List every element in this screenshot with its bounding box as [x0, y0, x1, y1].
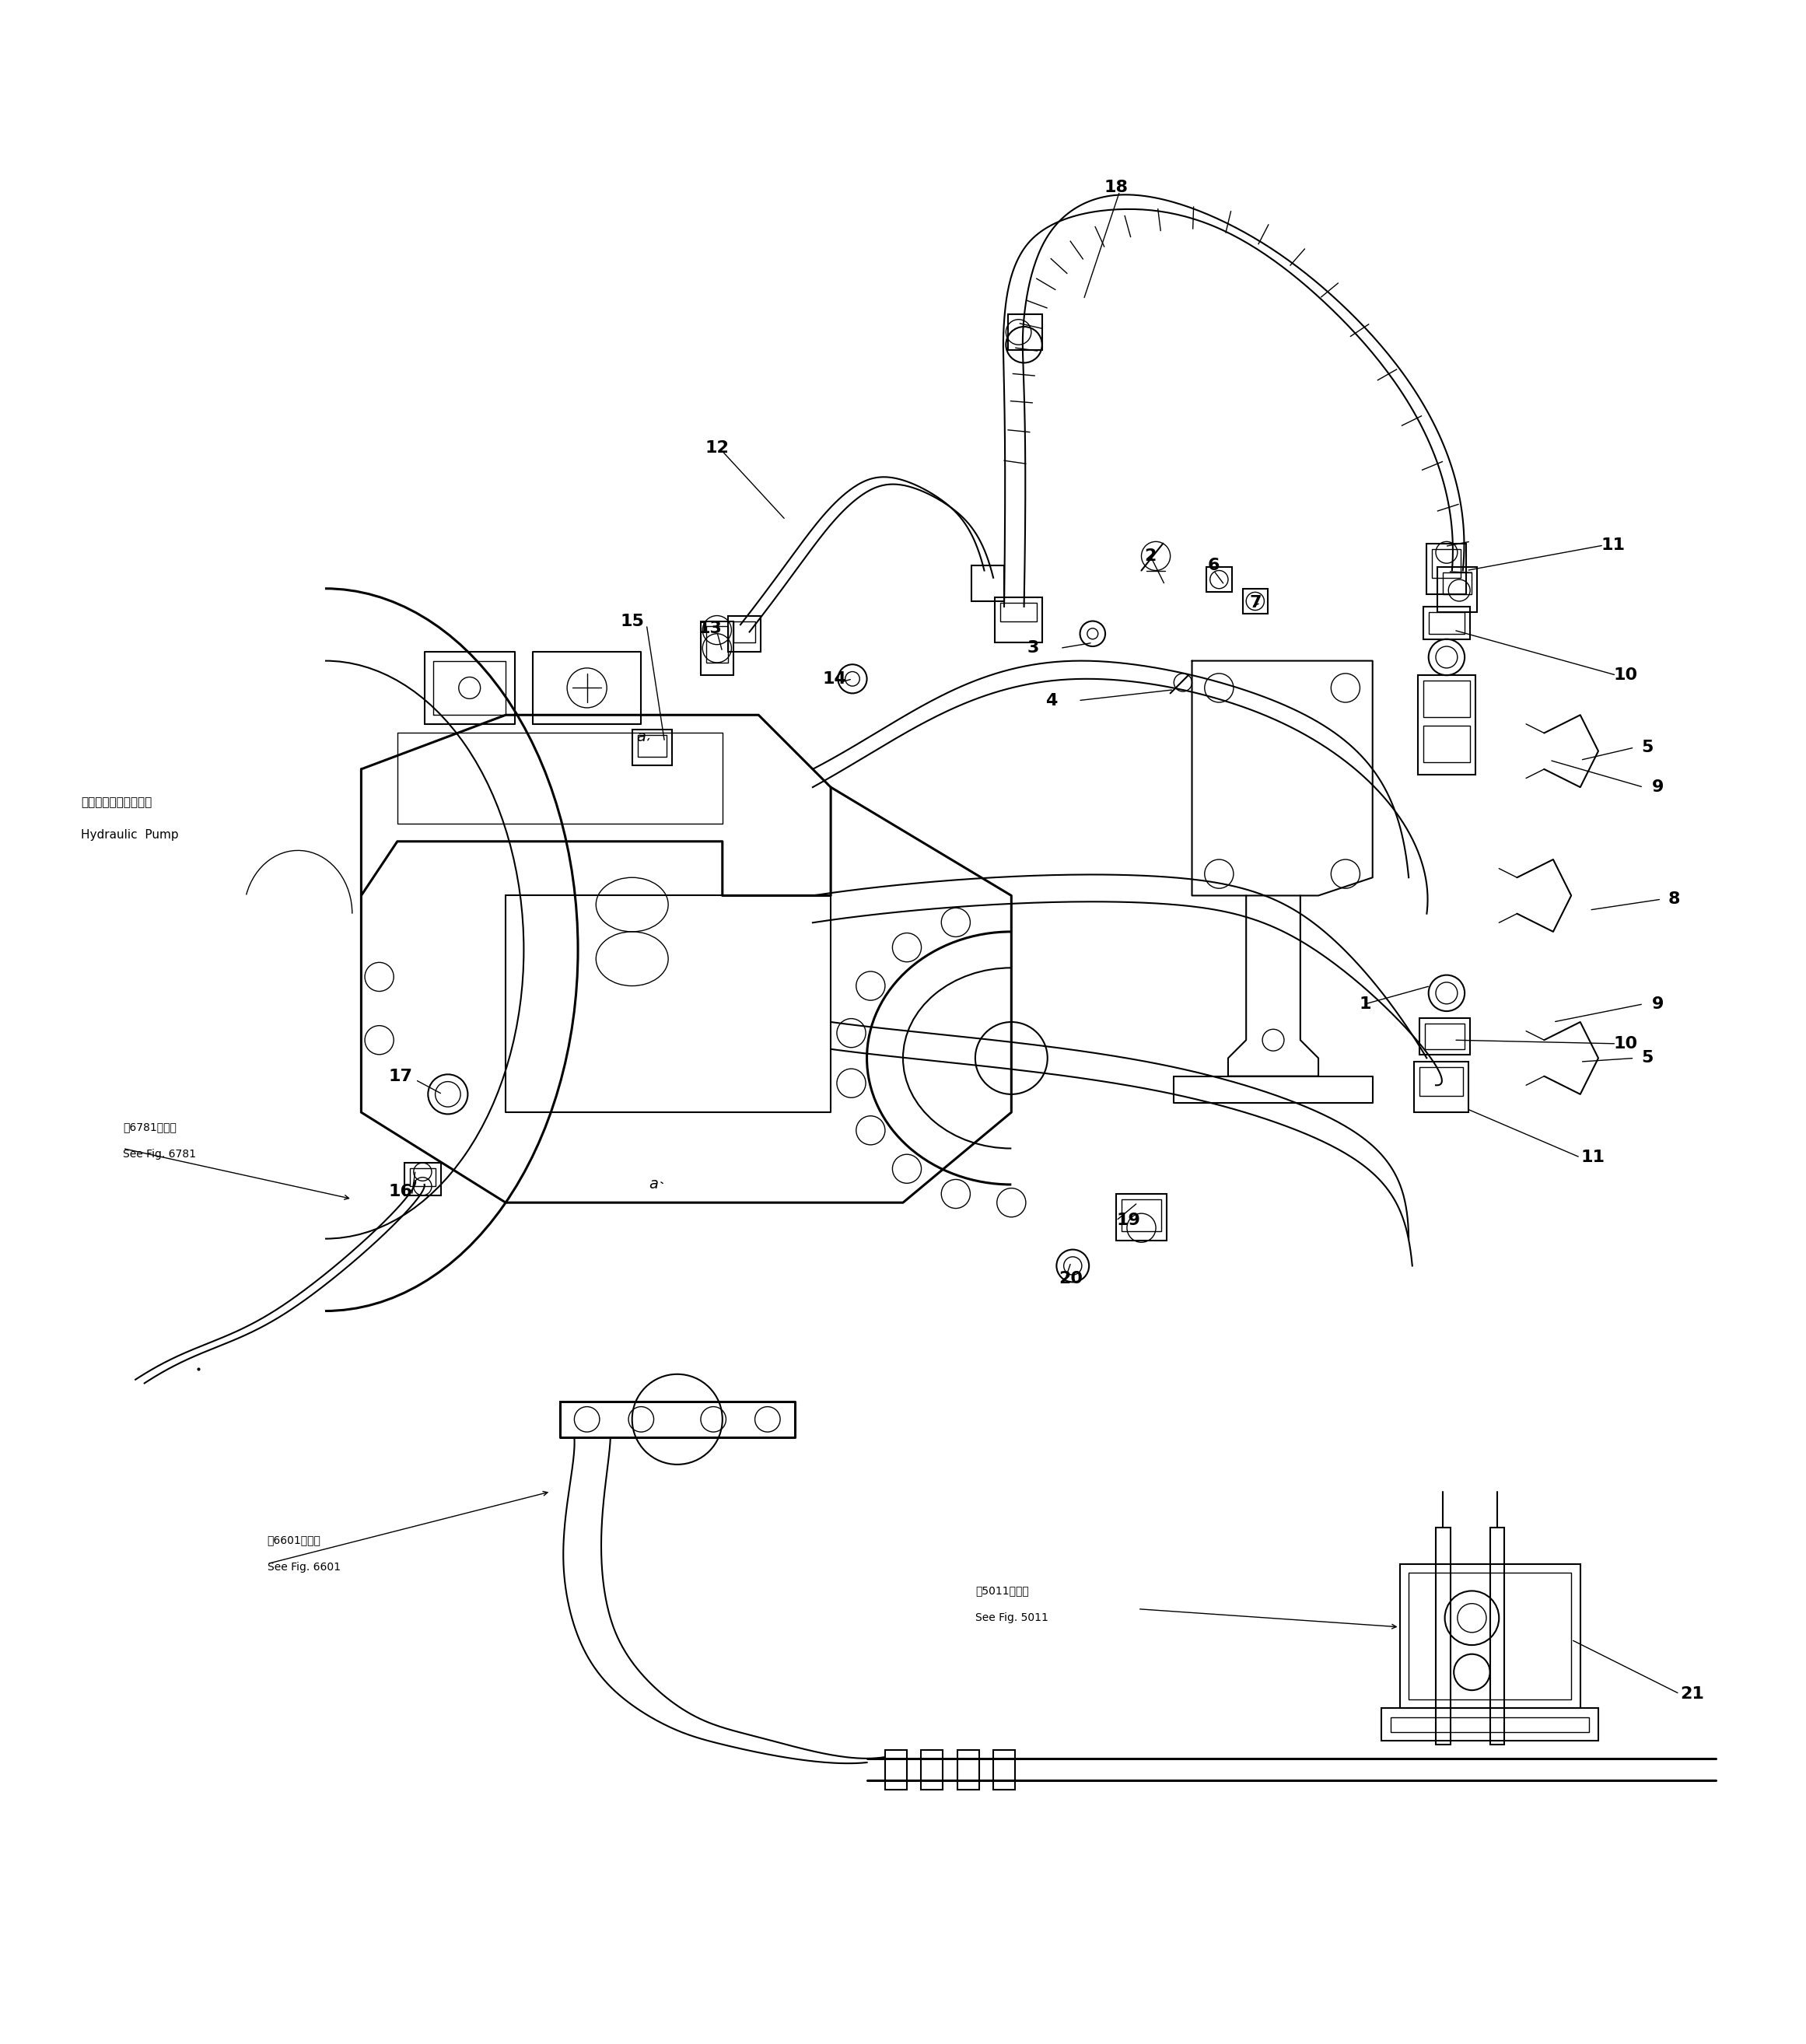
Bar — [1423, 607, 1470, 640]
Bar — [733, 621, 755, 642]
Bar — [1436, 1527, 1450, 1744]
Bar — [1443, 572, 1472, 595]
Bar — [1438, 566, 1477, 611]
Bar — [1420, 1067, 1463, 1096]
Bar — [993, 1750, 1015, 1791]
Bar — [1008, 315, 1042, 350]
Bar — [957, 1750, 979, 1791]
Bar — [1425, 1024, 1465, 1049]
Bar — [638, 736, 666, 756]
Text: 2: 2 — [1145, 548, 1156, 564]
Text: 5: 5 — [1642, 740, 1652, 756]
Bar — [1423, 681, 1470, 717]
Bar — [1122, 1200, 1161, 1230]
Bar — [921, 1750, 943, 1791]
Text: 第6601図参照: 第6601図参照 — [267, 1535, 321, 1545]
Text: See Fig. 6601: See Fig. 6601 — [267, 1562, 340, 1574]
Text: 1: 1 — [1360, 995, 1371, 1012]
Bar — [1420, 1018, 1470, 1055]
Bar — [1414, 1061, 1468, 1112]
Text: See Fig. 6781: See Fig. 6781 — [123, 1149, 195, 1159]
Text: a: a — [648, 1177, 659, 1192]
Bar — [1432, 550, 1461, 578]
Bar — [410, 1169, 435, 1186]
Bar — [995, 597, 1042, 642]
Text: 3: 3 — [1028, 640, 1038, 656]
Text: 10: 10 — [1613, 668, 1638, 683]
Bar — [1206, 566, 1232, 593]
Text: 13: 13 — [697, 621, 722, 636]
Bar — [1427, 544, 1466, 595]
Text: 21: 21 — [1680, 1686, 1705, 1701]
Bar — [1391, 1717, 1589, 1731]
Text: 4: 4 — [1046, 693, 1057, 709]
Text: 11: 11 — [1600, 538, 1625, 554]
Bar — [728, 615, 760, 652]
Bar — [632, 730, 672, 766]
Bar — [885, 1750, 907, 1791]
Text: 7: 7 — [1250, 595, 1261, 611]
Text: a: a — [636, 730, 647, 744]
Text: See Fig. 5011: See Fig. 5011 — [975, 1613, 1047, 1623]
Bar — [1409, 1572, 1571, 1699]
Bar — [405, 1163, 441, 1196]
Bar — [1243, 589, 1268, 613]
Text: 12: 12 — [704, 439, 730, 456]
Text: 17: 17 — [388, 1069, 414, 1083]
Bar — [972, 564, 1004, 601]
Text: 14: 14 — [822, 670, 847, 687]
Bar — [1418, 675, 1476, 775]
Text: 15: 15 — [619, 613, 645, 630]
Bar — [1490, 1527, 1504, 1744]
Text: 19: 19 — [1116, 1212, 1141, 1228]
Bar — [1423, 726, 1470, 762]
Text: 6: 6 — [1208, 558, 1219, 572]
Text: 8: 8 — [1669, 891, 1680, 908]
Text: ハイドロリックポンプ: ハイドロリックポンプ — [81, 797, 152, 807]
Text: 18: 18 — [1103, 180, 1129, 196]
Bar — [1116, 1194, 1167, 1241]
Text: Hydraulic  Pump: Hydraulic Pump — [81, 828, 179, 840]
Bar — [1001, 603, 1037, 621]
Bar — [1429, 611, 1465, 634]
Text: 9: 9 — [1652, 995, 1663, 1012]
Text: 11: 11 — [1580, 1149, 1606, 1165]
Text: 10: 10 — [1613, 1036, 1638, 1051]
Text: 5: 5 — [1642, 1051, 1652, 1065]
Bar — [701, 621, 733, 675]
Text: 第5011図参照: 第5011図参照 — [975, 1586, 1029, 1596]
Bar — [706, 628, 728, 662]
Text: 16: 16 — [388, 1183, 414, 1200]
Text: 20: 20 — [1058, 1271, 1084, 1286]
Text: 第6781図参照: 第6781図参照 — [123, 1122, 177, 1132]
Text: 9: 9 — [1652, 779, 1663, 795]
Bar — [1382, 1709, 1598, 1741]
Bar — [1400, 1564, 1580, 1709]
